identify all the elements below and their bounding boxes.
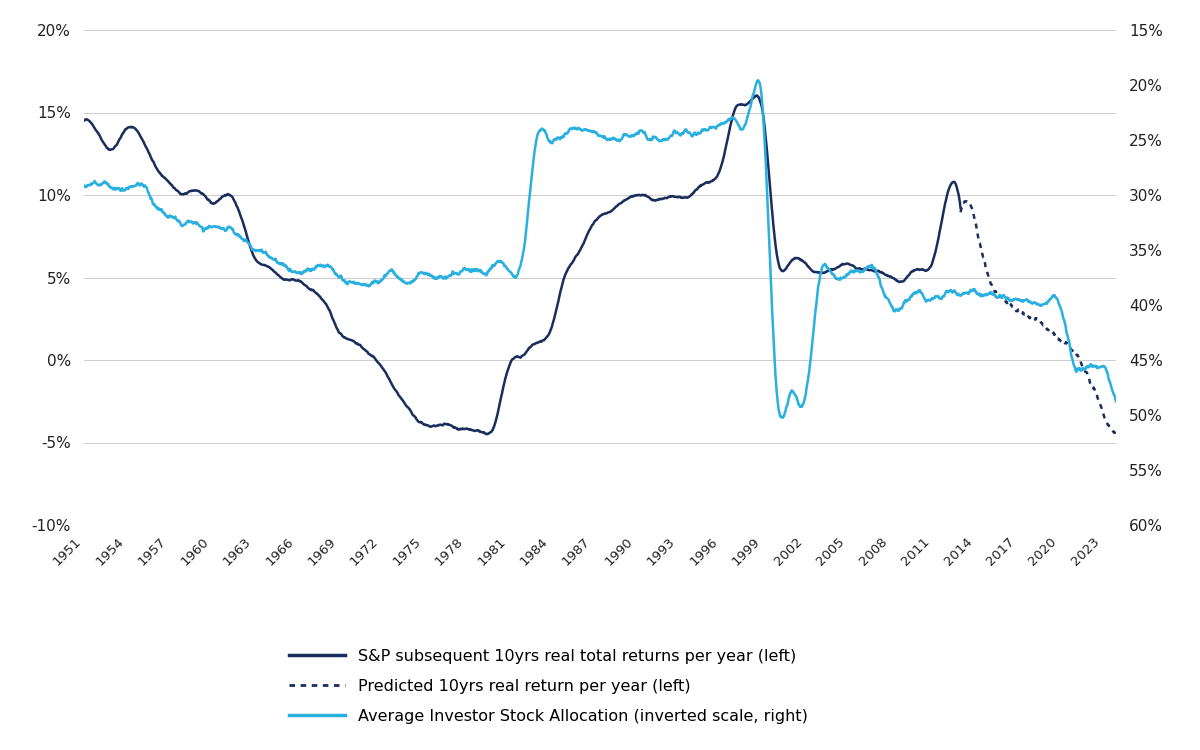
Legend: S&P subsequent 10yrs real total returns per year (left), Predicted 10yrs real re: S&P subsequent 10yrs real total returns … xyxy=(283,642,814,730)
